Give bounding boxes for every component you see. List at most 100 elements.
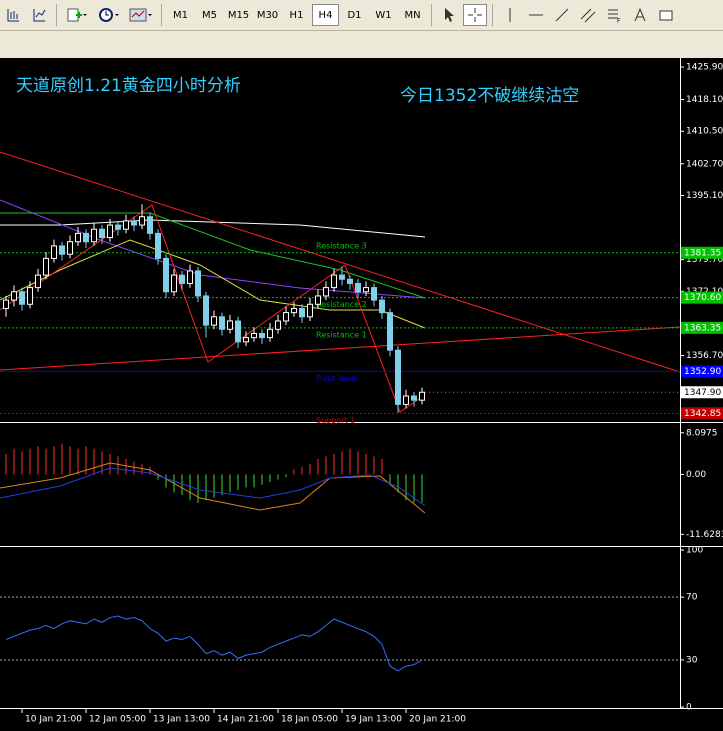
candle-body: [355, 282, 361, 293]
candle-body: [371, 287, 377, 301]
candle-body: [43, 257, 49, 276]
moving-average: [0, 212, 426, 299]
x-tick-label: 10 Jan 21:00: [25, 715, 82, 725]
hline-button[interactable]: [524, 4, 548, 26]
y-tick-label: 1425.90: [686, 63, 723, 73]
candle-body: [3, 299, 9, 309]
svg-text:F: F: [617, 18, 621, 24]
timeframe-button[interactable]: M1: [173, 9, 188, 21]
candle-body: [203, 295, 209, 326]
rsi-line: [5, 615, 423, 672]
candle-body: [171, 274, 177, 293]
level-label: 1352.90: [684, 367, 721, 377]
timeframe-button[interactable]: W1: [375, 9, 392, 21]
fibo-button[interactable]: F: [602, 4, 626, 26]
y-tick-label: 1418.10: [686, 95, 723, 105]
cursor-button[interactable]: [437, 4, 461, 26]
candle-body: [179, 274, 185, 284]
macd-main: [0, 467, 426, 507]
current-price-label: 1347.90: [684, 388, 721, 398]
candle-body: [283, 312, 289, 322]
level-box: [681, 321, 723, 334]
annotation: 今日1352不破继续沽空: [400, 86, 579, 106]
timeframe-button[interactable]: H4: [312, 4, 339, 26]
candle-body: [219, 316, 225, 330]
y-tick-label: 1402.70: [686, 159, 723, 169]
timeframe-button[interactable]: D1: [347, 9, 362, 21]
x-tick-label: 14 Jan 21:00: [217, 715, 274, 725]
candle-body: [395, 349, 401, 405]
new-chart-button[interactable]: [62, 4, 92, 26]
crosshair-button[interactable]: [463, 4, 487, 26]
timeframes: M1 M5 M15 M30 H1 H4 D1 W1 MN: [166, 4, 427, 26]
candle-body: [11, 291, 17, 301]
icon-button[interactable]: [27, 4, 51, 26]
candle-body: [83, 232, 89, 243]
timeframe-button[interactable]: H1: [289, 9, 304, 21]
timeframe-button[interactable]: M30: [256, 9, 279, 21]
level-name: Resistance 3: [316, 241, 367, 250]
moving-average: [0, 239, 426, 329]
separator: [56, 4, 57, 26]
x-tick-label: 12 Jan 05:00: [89, 715, 146, 725]
candle-body: [387, 312, 393, 351]
trendline-button[interactable]: [550, 4, 574, 26]
candle-body: [227, 320, 233, 330]
annotation: 天道原创1.21黄金四小时分析: [16, 76, 241, 96]
candle-body: [147, 216, 153, 234]
chart: 天道原创1.21黄金四小时分析 今日1352不破继续沽空 1425.90 1418…: [0, 58, 723, 731]
label-button[interactable]: [654, 4, 678, 26]
candle-body: [75, 232, 81, 243]
candle-body: [259, 332, 265, 339]
level-box: [681, 407, 723, 420]
current-price-box: [681, 386, 723, 399]
vline-button[interactable]: [498, 4, 522, 26]
templates-button[interactable]: [126, 4, 156, 26]
candle-body: [403, 395, 409, 405]
level-name: Support 1: [316, 416, 355, 425]
candle-body: [99, 228, 105, 239]
level-name: Pivot level: [316, 374, 357, 383]
timeframe-button[interactable]: M15: [227, 9, 250, 21]
channel-button[interactable]: [576, 4, 600, 26]
period-button[interactable]: [94, 4, 124, 26]
candle-body: [307, 303, 313, 318]
x-tick-label: 18 Jan 05:00: [281, 715, 338, 725]
candle-body: [275, 320, 281, 330]
candle-body: [19, 291, 25, 305]
y-tick-label: 0: [686, 703, 692, 713]
macd-signal: [0, 462, 426, 514]
candle-body: [115, 224, 121, 230]
level-name: Resistance 1: [316, 330, 367, 339]
candle-body: [155, 232, 161, 259]
candle-body: [299, 307, 305, 318]
candle-body: [411, 395, 417, 401]
candle-body: [195, 270, 201, 297]
y-tick-label: 1410.50: [686, 127, 723, 137]
level-label: 1370.60: [684, 293, 721, 303]
trendline: [0, 151, 681, 373]
candle-body: [107, 224, 113, 239]
candle-body: [315, 295, 321, 305]
separator: [161, 4, 162, 26]
level-name: Resistance 2: [316, 300, 367, 309]
candle-body: [379, 299, 385, 314]
candle-body: [291, 307, 297, 314]
timeframe-button[interactable]: MN: [404, 9, 421, 21]
timeframe-button[interactable]: M5: [202, 9, 217, 21]
separator: [431, 4, 432, 26]
candle-body: [243, 337, 249, 343]
toolbar: M1 M5 M15 M30 H1 H4 D1 W1 MN F: [0, 0, 723, 31]
candle-body: [331, 274, 337, 289]
text-button[interactable]: [628, 4, 652, 26]
y-tick-label: 0.00: [686, 470, 706, 480]
icon-button[interactable]: [1, 4, 25, 26]
candle-body: [323, 287, 329, 297]
candle-body: [163, 257, 169, 293]
y-tick-label: -11.6283: [686, 530, 723, 540]
level-label: 1342.85: [684, 409, 721, 419]
candle-body: [347, 278, 353, 284]
x-tick-label: 20 Jan 21:00: [409, 715, 466, 725]
candle-body: [267, 328, 273, 339]
